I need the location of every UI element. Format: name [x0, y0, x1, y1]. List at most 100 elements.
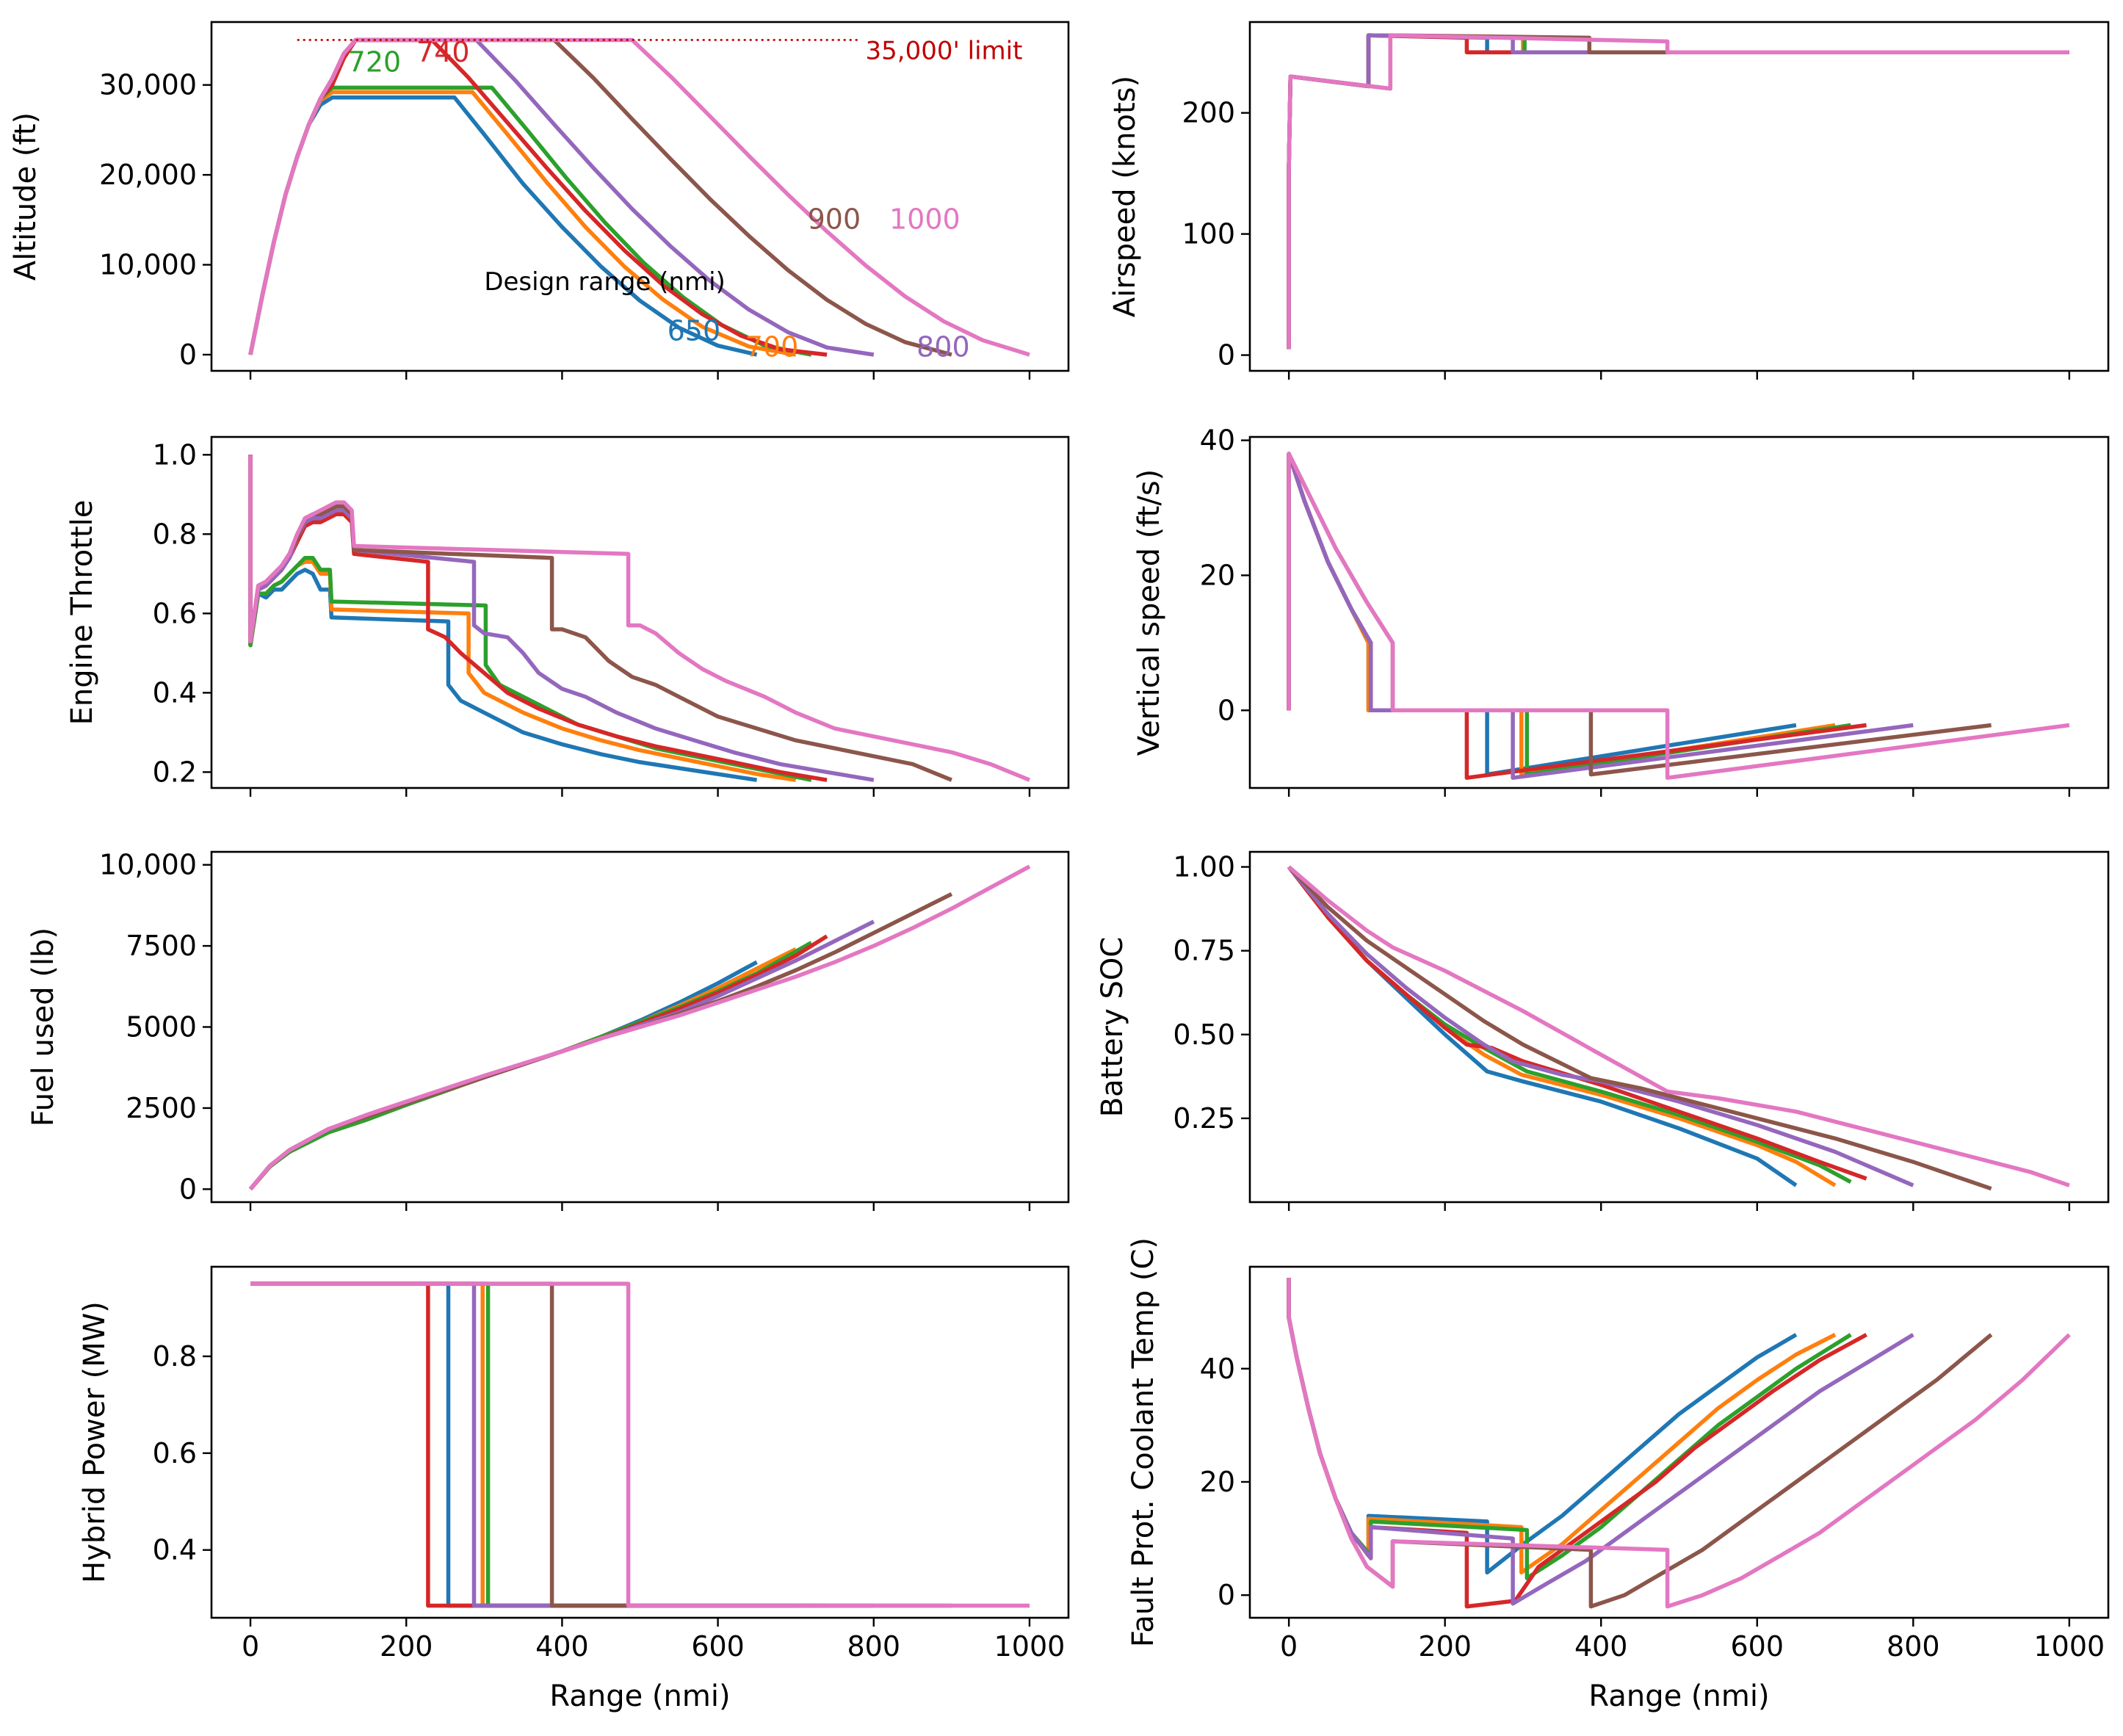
- coolant_temp-ylabel: Fault Prot. Coolant Temp (C): [1126, 1237, 1160, 1647]
- vertical_speed-series-650: [1287, 452, 1797, 777]
- altitude-ytick-label: 20,000: [99, 159, 197, 191]
- panel-hybrid_power: 0 200 400 600 800 1000 0.4 0.6 0.8 Hybrid Power (…: [78, 1265, 1070, 1713]
- battery_soc-series-650: [1287, 865, 1798, 1187]
- throttle-series-group: [248, 455, 1031, 782]
- airspeed-series-1000: [1287, 33, 2069, 350]
- hybrid_power-series-740: [250, 1281, 828, 1608]
- hybrid_power-series-720: [250, 1281, 811, 1608]
- altitude-ytick-label: 10,000: [99, 249, 197, 281]
- battery_soc-series-900: [1287, 865, 1992, 1191]
- hybrid_power-xtick-label: 200: [380, 1630, 433, 1663]
- battery_soc-ytick-label: 0.75: [1173, 935, 1235, 967]
- coolant_temp-ytick-label: 20: [1200, 1466, 1235, 1498]
- throttle-ytick-label: 0.8: [153, 518, 197, 550]
- battery_soc-series-720: [1287, 865, 1852, 1185]
- panel-battery_soc: 0.25 0.50 0.75 1.00 Battery SOC: [1096, 850, 2110, 1211]
- coolant_temp-ytick-label: 0: [1218, 1579, 1235, 1611]
- panel-altitude: 35,000' limit 720 740 900 1000 650 700 800 Desig…: [9, 21, 1070, 380]
- vertical_speed-ytick-label: 40: [1200, 424, 1235, 457]
- airspeed-series-700: [1287, 33, 2069, 350]
- fuel-series-740: [248, 934, 828, 1191]
- panel-coolant_temp: 0 200 400 600 800 1000 0 20 40 Fault Prot. Coolan…: [1126, 1237, 2110, 1713]
- panel-vertical_speed: 0 20 40 Vertical speed (ft/s): [1132, 424, 2110, 797]
- airspeed-series-group: [1287, 33, 2069, 350]
- fuel-series-650: [248, 960, 758, 1191]
- throttle-ylabel: Engine Throttle: [65, 500, 99, 726]
- altitude-axes-frame: [210, 21, 1070, 372]
- throttle-ytick-label: 1.0: [153, 438, 197, 471]
- fuel-ylabel: Fuel used (lb): [26, 927, 60, 1126]
- fuel-ytick-label: 2500: [126, 1092, 197, 1124]
- coolant_temp-ytick-label: 40: [1200, 1353, 1235, 1385]
- hybrid_power-series-900: [250, 1281, 952, 1608]
- fuel-ytick-label: 0: [179, 1173, 197, 1205]
- hybrid_power-series-800: [250, 1281, 874, 1608]
- annotation-720: 720: [348, 46, 402, 78]
- vertical_speed-series-800: [1287, 452, 1914, 780]
- airspeed-ytick-label: 0: [1218, 339, 1235, 372]
- annotation-740: 740: [416, 36, 470, 68]
- battery_soc-ytick-label: 0.50: [1173, 1019, 1235, 1051]
- vertical_speed-series-1000: [1287, 452, 2070, 780]
- coolant_temp-series-1000: [1287, 1278, 2071, 1609]
- annotation-800: 800: [916, 330, 970, 363]
- coolant_temp-axes-frame: [1248, 1265, 2110, 1619]
- hybrid_power-series-650: [250, 1281, 757, 1608]
- fuel-ytick-label: 7500: [126, 930, 197, 962]
- coolant_temp-series-800: [1287, 1278, 1914, 1606]
- vertical_speed-ytick-label: 20: [1200, 559, 1235, 591]
- coolant_temp-xtick-label: 200: [1418, 1630, 1472, 1663]
- coolant_temp-xtick-label: 800: [1887, 1630, 1940, 1663]
- annotation-design-range: Design range (nmi): [484, 267, 726, 297]
- altitude-ytick-label: 0: [179, 339, 197, 371]
- hybrid_power-series-700: [250, 1281, 796, 1608]
- fuel-series-900: [248, 891, 953, 1191]
- hybrid_power-xtick-label: 600: [691, 1630, 745, 1663]
- coolant_temp-xlabel: Range (nmi): [1588, 1679, 1769, 1713]
- fuel-series-group: [248, 864, 1031, 1191]
- panel-fuel: 0 2500 5000 7500 10,000 Fuel used (lb): [26, 849, 1070, 1211]
- battery_soc-axes-frame: [1248, 850, 2110, 1204]
- fuel-ytick-label: 5000: [126, 1011, 197, 1044]
- hybrid_power-ylabel: Hybrid Power (MW): [78, 1301, 112, 1583]
- hybrid_power-xtick-label: 800: [847, 1630, 901, 1663]
- battery_soc-series-group: [1287, 865, 2070, 1191]
- airspeed-series-650: [1287, 33, 2069, 350]
- throttle-ytick-label: 0.2: [153, 756, 197, 788]
- airspeed-series-800: [1287, 33, 2069, 350]
- coolant_temp-xtick-label: 1000: [2034, 1630, 2105, 1663]
- hybrid_power-axes-frame: [210, 1265, 1070, 1619]
- panel-airspeed: 0 100 200 Airspeed (knots): [1108, 21, 2110, 380]
- hybrid_power-xlabel: Range (nmi): [549, 1679, 730, 1713]
- altitude-limit-label: 35,000' limit: [866, 36, 1023, 65]
- coolant_temp-xtick-label: 600: [1731, 1630, 1784, 1663]
- fuel-ytick-label: 10,000: [99, 849, 197, 881]
- throttle-ytick-label: 0.4: [153, 676, 197, 709]
- hybrid_power-xtick-label: 0: [242, 1630, 259, 1663]
- altitude-ylabel: Altitude (ft): [9, 112, 43, 281]
- throttle-series-1000: [248, 455, 1031, 782]
- battery_soc-ytick-label: 0.25: [1173, 1102, 1235, 1135]
- airspeed-ylabel: Airspeed (knots): [1108, 76, 1142, 317]
- airspeed-ytick-label: 200: [1182, 97, 1235, 129]
- vertical_speed-ytick-label: 0: [1218, 694, 1235, 726]
- vertical_speed-series-group: [1287, 452, 2070, 780]
- altitude-series-group: [248, 37, 1030, 357]
- coolant_temp-xtick-label: 400: [1574, 1630, 1628, 1663]
- airspeed-axes-frame: [1248, 21, 2110, 372]
- panel-throttle: 0.2 0.4 0.6 0.8 1.0 Engine Throttle: [65, 435, 1070, 797]
- battery_soc-ylabel: Battery SOC: [1096, 937, 1129, 1118]
- airspeed-ytick-label: 100: [1182, 218, 1235, 250]
- coolant_temp-series-group: [1287, 1278, 2071, 1609]
- vertical_speed-axes-frame: [1248, 435, 2110, 789]
- annotation-650: 650: [668, 314, 721, 347]
- vertical_speed-ylabel: Vertical speed (ft/s): [1132, 469, 1166, 756]
- hybrid_power-ytick-label: 0.6: [153, 1437, 197, 1469]
- throttle-axes-frame: [210, 435, 1070, 789]
- airspeed-series-900: [1287, 33, 2069, 350]
- airspeed-series-740: [1287, 33, 2069, 350]
- annotation-900: 900: [808, 203, 861, 236]
- fuel-series-1000: [248, 864, 1031, 1191]
- throttle-ytick-label: 0.6: [153, 597, 197, 629]
